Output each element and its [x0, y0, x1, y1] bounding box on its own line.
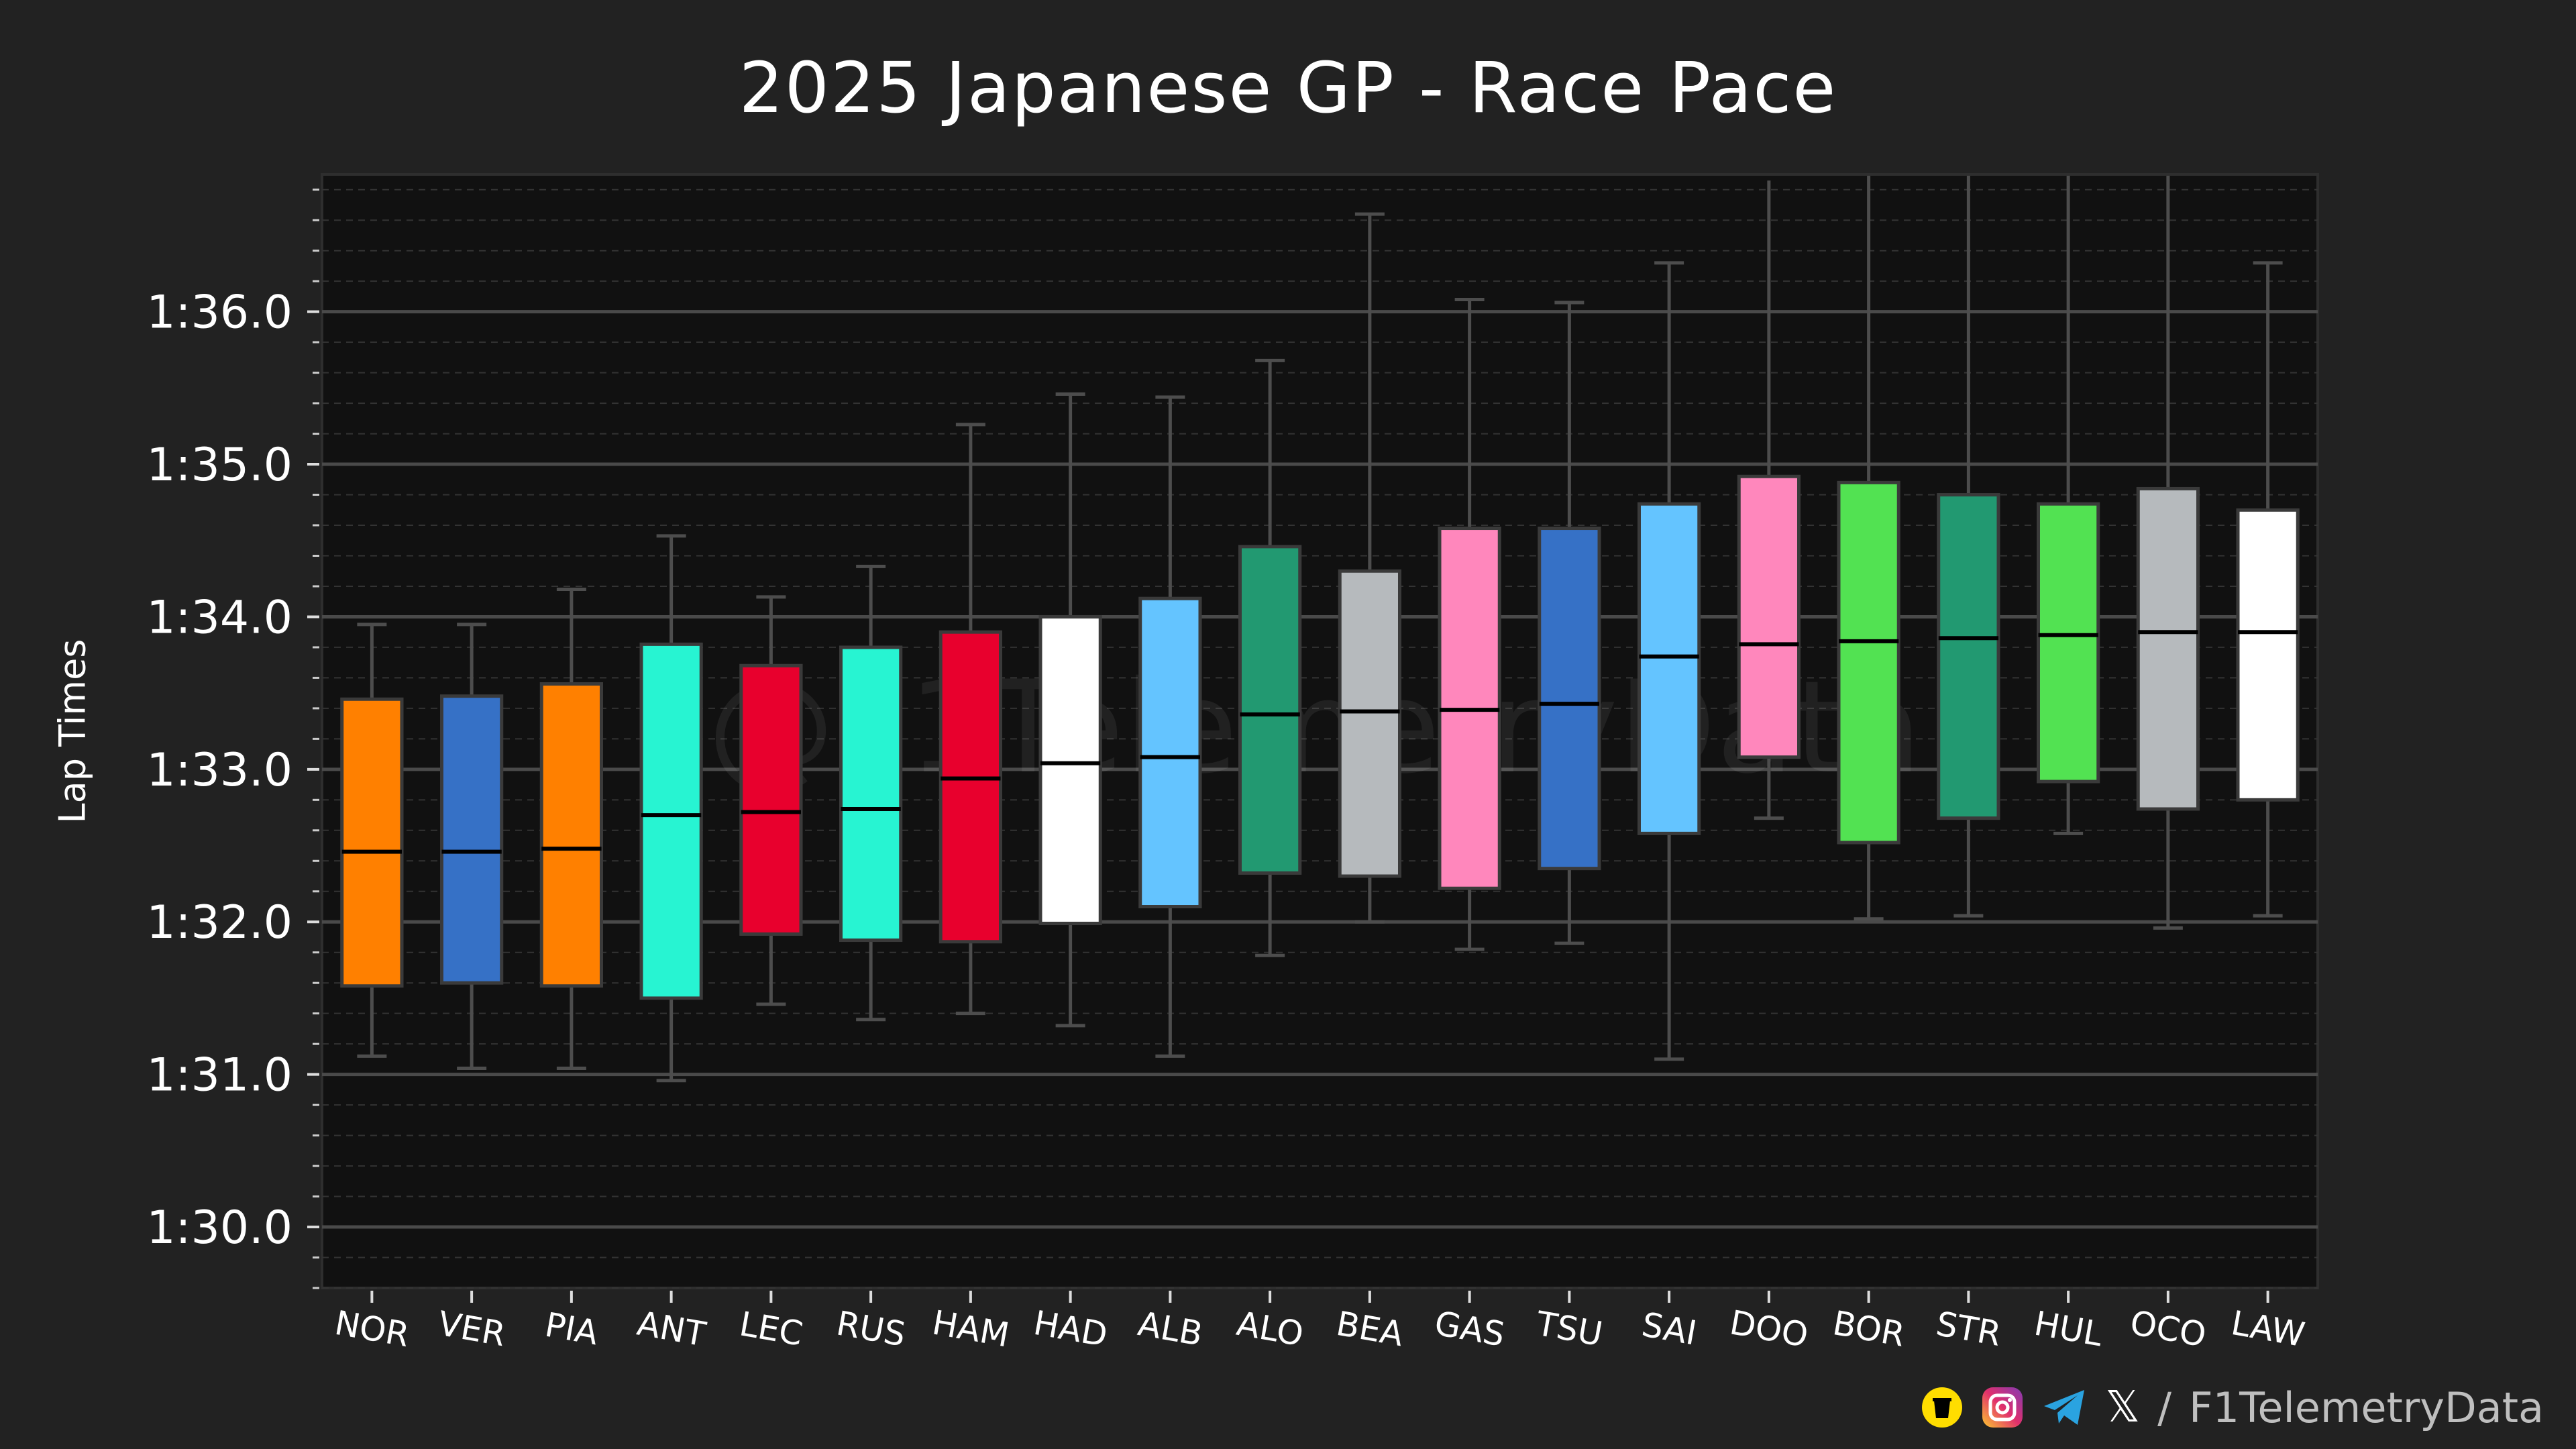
x-tick-label: STR — [1933, 1304, 2004, 1354]
box-bor — [1837, 176, 1900, 921]
box-had — [1038, 392, 1102, 1028]
box-alo — [1238, 358, 1302, 957]
x-tick-label: PIA — [542, 1305, 601, 1353]
x-tick-label: ALB — [1135, 1304, 1205, 1354]
x-tick-label: ALO — [1234, 1304, 1306, 1354]
y-tick-label: 1:35.0 — [146, 439, 292, 492]
box-bea — [1338, 212, 1401, 924]
box-pia — [539, 588, 603, 1071]
box-law — [2236, 261, 2300, 918]
box-iqr — [1837, 480, 1900, 845]
y-tick-label: 1:36.0 — [146, 286, 292, 339]
box-sai — [1638, 261, 1701, 1061]
box-iqr — [1338, 569, 1401, 878]
x-tick-label: HUL — [2031, 1304, 2106, 1354]
y-tick-label: 1:34.0 — [146, 591, 292, 644]
box-tsu — [1538, 301, 1601, 945]
y-axis: 1:30.0 1:31.0 1:32.0 1:33.0 1:34.0 1:35.0 1:36… — [146, 189, 319, 1289]
telegram-icon[interactable] — [2041, 1386, 2088, 1429]
x-axis: NOR VER PIA ANT LEC RUS HAM HAD ALB ALO BEA GAS TSU S… — [332, 1291, 2308, 1355]
y-tick-label: 1:30.0 — [146, 1201, 292, 1254]
footer-credits: 𝕏 / F1TelemetryData — [1921, 1381, 2544, 1434]
box-iqr — [938, 630, 1002, 944]
box-rus — [839, 564, 903, 1022]
box-nor — [340, 623, 404, 1058]
chart-title: 2025 Japanese GP - Race Pace — [739, 47, 1837, 129]
box-hul — [2037, 176, 2100, 835]
instagram-icon[interactable] — [1981, 1386, 2024, 1429]
footer-handle[interactable]: F1TelemetryData — [2188, 1383, 2544, 1432]
x-tick-label: LAW — [2229, 1303, 2308, 1354]
box-iqr — [839, 645, 903, 943]
x-tick-label: OCO — [2127, 1303, 2209, 1355]
x-tick-label: NOR — [332, 1303, 413, 1354]
footer-separator: / — [2157, 1383, 2171, 1432]
x-icon[interactable]: 𝕏 — [2105, 1383, 2141, 1432]
box-iqr — [440, 694, 504, 985]
x-tick-label: TSU — [1533, 1304, 1605, 1354]
box-ver — [440, 623, 504, 1071]
x-tick-label: DOO — [1727, 1303, 1811, 1354]
x-tick-label: BEA — [1334, 1304, 1407, 1354]
x-tick-label: HAM — [929, 1303, 1012, 1354]
box-ham — [938, 423, 1002, 1016]
x-tick-label: SAI — [1639, 1305, 1699, 1352]
x-tick-label: LEC — [737, 1304, 806, 1354]
box-oco — [2136, 176, 2200, 930]
bmc-icon[interactable] — [1921, 1386, 1964, 1429]
box-iqr — [1538, 527, 1601, 871]
box-doo — [1737, 180, 1801, 820]
box-iqr — [1038, 614, 1102, 926]
box-iqr — [2037, 502, 2100, 784]
y-tick-label: 1:32.0 — [146, 896, 292, 949]
box-iqr — [1238, 545, 1302, 875]
box-alb — [1138, 395, 1202, 1058]
x-tick-label: ANT — [634, 1304, 708, 1354]
x-tick-label: GAS — [1432, 1303, 1507, 1354]
box-iqr — [639, 642, 703, 1000]
box-iqr — [739, 663, 803, 936]
watermark: @F1TelemetryData — [707, 653, 1922, 802]
box-str — [1937, 176, 2000, 918]
box-ant — [639, 534, 703, 1083]
box-iqr — [1937, 493, 2000, 820]
box-gas — [1438, 297, 1501, 951]
box-iqr — [1138, 596, 1202, 909]
box-lec — [739, 595, 803, 1006]
y-tick-label: 1:33.0 — [146, 744, 292, 797]
x-tick-label: BOR — [1830, 1303, 1908, 1354]
x-tick-label: VER — [435, 1304, 508, 1354]
box-iqr — [340, 697, 404, 988]
box-iqr — [1638, 502, 1701, 835]
box-iqr — [539, 682, 603, 988]
box-series — [340, 176, 2300, 1083]
box-iqr — [1737, 474, 1801, 759]
box-iqr — [2136, 486, 2200, 811]
y-tick-label: 1:31.0 — [146, 1049, 292, 1102]
box-iqr — [2236, 508, 2300, 802]
x-tick-label: HAD — [1030, 1303, 1110, 1354]
x-tick-label: RUS — [834, 1304, 909, 1354]
